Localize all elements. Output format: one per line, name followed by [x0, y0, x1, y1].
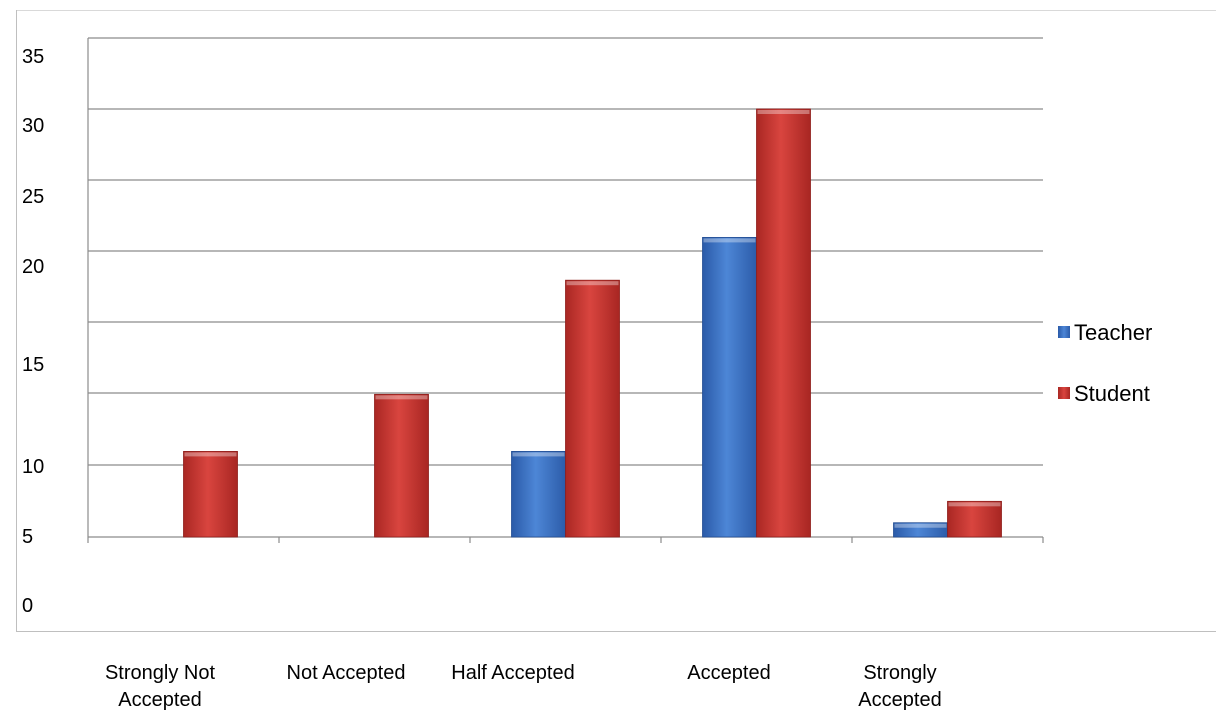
bar-student: [756, 108, 811, 538]
bar-teacher: [702, 236, 757, 538]
bar-highlight: [512, 452, 565, 457]
legend-label: Teacher: [1074, 320, 1153, 345]
y-tick-label: 5: [22, 526, 34, 548]
y-tick-label: 35: [22, 46, 45, 68]
y-tick-label: 0: [22, 595, 34, 617]
legend-label: Student: [1074, 381, 1150, 406]
legend-swatch-icon: [1058, 387, 1070, 400]
bar-student: [565, 279, 620, 538]
bar-highlight: [894, 523, 947, 528]
legend-item-teacher: Teacher: [1058, 322, 1152, 344]
y-tick-label: 10: [22, 456, 45, 478]
bar-student: [183, 450, 238, 538]
bar-highlight: [703, 238, 756, 243]
bar-student: [374, 393, 429, 538]
bar-student: [947, 500, 1002, 538]
bar-teacher: [511, 450, 566, 538]
bar-highlight: [757, 110, 810, 114]
x-category-label: Strongly Accepted: [858, 662, 942, 711]
chart-frame-left: [16, 10, 17, 632]
bar-highlight: [566, 281, 619, 286]
x-category-label: Not Accepted: [286, 662, 406, 684]
bar-highlight: [948, 502, 1001, 507]
y-tick-label: 25: [22, 186, 45, 208]
x-category-label: Strongly Not Accepted: [104, 662, 216, 711]
chart-frame-bottom: [16, 631, 1216, 632]
bar-highlight: [184, 452, 237, 457]
legend-item-student: Student: [1058, 383, 1150, 405]
chart-frame-top: [16, 10, 1216, 11]
legend-swatch-icon: [1058, 326, 1070, 339]
x-category-label: Accepted: [687, 662, 771, 684]
y-tick-label: 15: [22, 354, 45, 376]
bar-highlight: [375, 395, 428, 400]
x-category-label: Half Accepted: [451, 662, 575, 684]
y-tick-label: 20: [22, 256, 45, 278]
y-tick-label: 30: [22, 115, 45, 137]
